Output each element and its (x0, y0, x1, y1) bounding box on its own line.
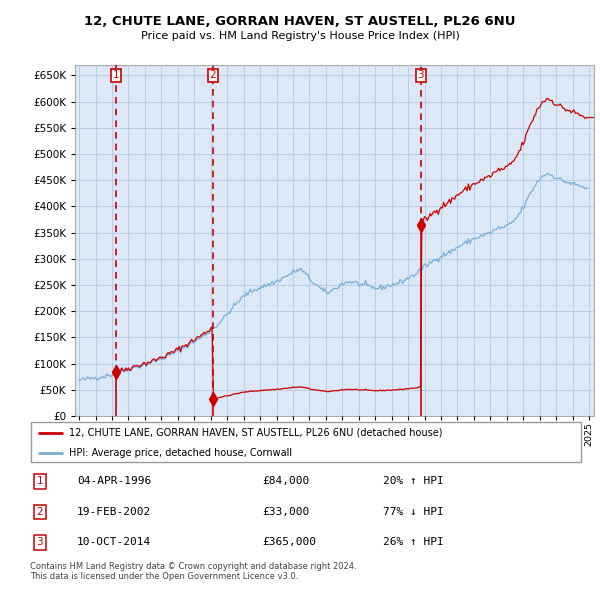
Text: 77% ↓ HPI: 77% ↓ HPI (383, 507, 444, 517)
Text: 1: 1 (113, 70, 119, 80)
Text: 04-APR-1996: 04-APR-1996 (77, 476, 151, 486)
Text: £365,000: £365,000 (262, 537, 316, 548)
Text: 3: 3 (418, 70, 424, 80)
Text: £33,000: £33,000 (262, 507, 309, 517)
Text: Price paid vs. HM Land Registry's House Price Index (HPI): Price paid vs. HM Land Registry's House … (140, 31, 460, 41)
Text: 12, CHUTE LANE, GORRAN HAVEN, ST AUSTELL, PL26 6NU: 12, CHUTE LANE, GORRAN HAVEN, ST AUSTELL… (84, 15, 516, 28)
Text: 20% ↑ HPI: 20% ↑ HPI (383, 476, 444, 486)
Text: 3: 3 (37, 537, 43, 548)
Text: 12, CHUTE LANE, GORRAN HAVEN, ST AUSTELL, PL26 6NU (detached house): 12, CHUTE LANE, GORRAN HAVEN, ST AUSTELL… (68, 428, 442, 438)
FancyBboxPatch shape (31, 421, 581, 463)
Text: 1: 1 (37, 476, 43, 486)
Text: 2: 2 (209, 70, 216, 80)
Text: Contains HM Land Registry data © Crown copyright and database right 2024.
This d: Contains HM Land Registry data © Crown c… (30, 562, 356, 581)
Text: 19-FEB-2002: 19-FEB-2002 (77, 507, 151, 517)
Text: 2: 2 (37, 507, 43, 517)
Text: 10-OCT-2014: 10-OCT-2014 (77, 537, 151, 548)
Text: 26% ↑ HPI: 26% ↑ HPI (383, 537, 444, 548)
Text: HPI: Average price, detached house, Cornwall: HPI: Average price, detached house, Corn… (68, 448, 292, 457)
Text: £84,000: £84,000 (262, 476, 309, 486)
